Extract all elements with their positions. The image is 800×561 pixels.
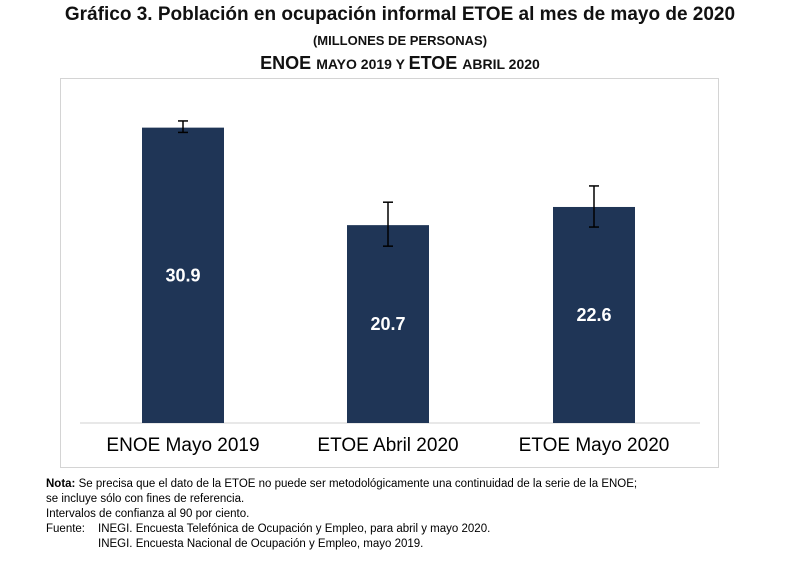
value-label-1: 30.9 [165,265,200,285]
chart-title-line-3: ENOE mayo 2019 y ETOE abril 2020 [0,53,800,74]
source-line-1: Fuente: INEGI. Encuesta Telefónica de Ocu… [46,522,786,537]
category-label-1: ENOE Mayo 2019 [106,435,259,456]
note-line-1: Nota: Se precisa que el dato de la ETOE … [46,477,786,492]
note-label: Nota: [46,478,76,490]
title3-part-c: ETOE [408,53,463,73]
chart-title-line-1: Gráfico 3. Población en ocupación inform… [0,4,800,26]
bar-chart: 30.9 ENOE Mayo 2019 20.7 ETOE Abril 2020 22.… [60,78,719,468]
bar-1 [142,127,224,423]
title-part-d: 2020 [692,4,736,25]
title3-part-d: abril 2020 [462,56,540,72]
source-label: Fuente: [46,523,85,535]
bar-2 [347,225,429,423]
source-text-1: INEGI. Encuesta Telefónica de Ocupación … [98,523,491,535]
title-part-b: ETOE [461,4,514,25]
chart-notes: Nota: Se precisa que el dato de la ETOE … [46,477,786,552]
title-part-a: Gráfico 3. Población en ocupación inform… [64,4,462,25]
chart-subtitle: (millones de personas) [312,33,488,48]
source-line-2: INEGI. Encuesta Nacional de Ocupación y … [98,538,424,550]
bar-3 [553,206,635,423]
category-label-2: ETOE Abril 2020 [317,435,458,456]
category-label-3: ETOE Mayo 2020 [519,435,670,456]
title-part-c: al mes de mayo de [513,4,693,25]
note-line-3: Intervalos de confianza al 90 por ciento… [46,508,250,520]
value-label-2: 20.7 [370,314,405,334]
note-line-2: se incluye sólo con fines de referencia. [46,493,245,505]
title3-part-a: ENOE [260,53,317,73]
title3-part-b: mayo 2019 y [316,56,409,72]
value-label-3: 22.6 [576,305,611,325]
note-text-1: Se precisa que el dato de la ETOE no pue… [75,478,638,490]
